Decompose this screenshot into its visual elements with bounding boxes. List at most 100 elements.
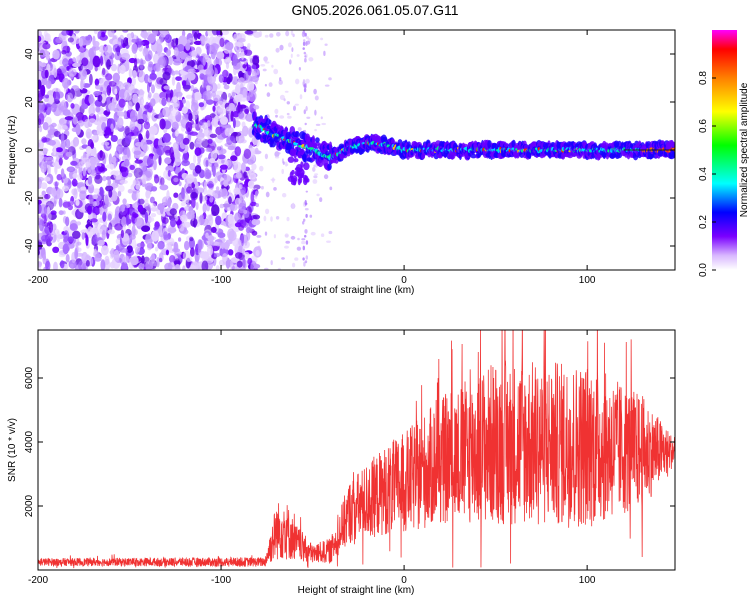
spectrogram-cell: [166, 49, 171, 57]
snr-plot: -200 -100 0 100 2000 4000 6000 Height of strai…: [7, 329, 676, 596]
snr-xtick-label: -100: [211, 575, 231, 586]
spectrogram-cell: [52, 49, 60, 60]
spectrogram-cell: [300, 161, 304, 169]
spectrogram-cell: [215, 215, 222, 226]
spectrogram-cell: [231, 91, 236, 97]
spectrogram-cell: [68, 68, 77, 77]
spectrogram-cell: [296, 54, 300, 57]
spectrogram-cell: [107, 179, 112, 186]
spectrogram-cell: [164, 262, 173, 270]
spectrogram-cell: [113, 170, 122, 180]
spectrogram-cell: [238, 111, 245, 119]
spectrogram-cell: [39, 204, 48, 216]
spectrogram-cell: [319, 197, 323, 203]
spectrogram-cell: [187, 72, 196, 81]
spectrogram-cell: [165, 249, 169, 256]
spectrogram-cell: [208, 214, 214, 227]
spectrogram-cell: [258, 31, 263, 37]
spectrogram-cell: [187, 68, 196, 74]
spectrogram-cell: [243, 71, 249, 81]
spectrogram-cell: [129, 119, 136, 131]
spectrogram-cell: [39, 147, 49, 153]
spectrogram-cell: [135, 142, 144, 147]
spectrogram-cell: [235, 94, 244, 99]
spectrogram-cell: [320, 116, 323, 120]
spectrogram-cell: [40, 62, 47, 67]
spectrogram-cell: [151, 230, 160, 242]
spectrogram-cell: [212, 252, 221, 258]
colorbar-tick-label: 0.4: [698, 167, 709, 181]
spectrogram-cell: [59, 260, 65, 269]
spectrogram-cell: [170, 107, 179, 116]
spectrogram-cell: [189, 162, 196, 171]
spectrogram-cell: [193, 154, 197, 165]
spectrogram-cell: [264, 267, 269, 270]
spectrogram-cell: [53, 145, 57, 156]
spectrogram-cell: [119, 248, 128, 253]
spectrogram-cell: [38, 199, 42, 205]
spectrogram-cell: [284, 161, 288, 167]
spectrogram-cell: [136, 89, 145, 96]
spectrogram-cell: [233, 96, 243, 104]
spectrogram-cell: [470, 153, 477, 159]
spectrogram-cell: [45, 260, 51, 270]
spectrogram-cell: [282, 193, 287, 198]
spectrogram-cell: [320, 233, 325, 237]
spectrogram-cell: [45, 50, 50, 60]
spectrogram-cell: [238, 209, 247, 214]
spectrogram-cell: [292, 262, 296, 268]
spectrogram-cell: [149, 73, 157, 80]
spectrogram-cell: [294, 257, 299, 261]
spectrogram-cell: [38, 219, 45, 232]
spectrogram-cell: [77, 211, 81, 218]
spectrogram-cell: [194, 165, 202, 174]
spectrogram-cell: [254, 190, 259, 197]
spectrogram-cell: [292, 202, 295, 209]
spectrogram-cell: [69, 170, 74, 180]
snr-ytick-label: 6000: [24, 366, 35, 389]
spectrogram-cell: [235, 84, 241, 95]
spectrogram-cell: [92, 201, 97, 207]
spectrogram-cell: [173, 192, 179, 198]
spectrogram-cell: [218, 259, 225, 267]
spectrogram-cell: [159, 33, 164, 44]
spectrogram-cell: [159, 91, 168, 99]
spectrogram-cell: [141, 162, 147, 172]
spectrogram-cell: [94, 174, 103, 184]
spectrogram-cell: [59, 124, 68, 130]
spectrogram-cell: [64, 138, 71, 149]
spectrogram-cell: [116, 117, 124, 129]
spectrogram-cell: [312, 166, 316, 172]
spectrogram-cell: [213, 58, 223, 67]
spectrogram-cell: [214, 176, 218, 184]
spectrogram-cell: [302, 30, 306, 35]
spectrogram-cell: [275, 152, 281, 155]
spectrogram-cell: [303, 261, 306, 267]
spectrogram-cell: [273, 187, 277, 191]
spectrogram-cell: [74, 247, 78, 260]
spectrogram-cell: [264, 34, 269, 38]
spectrogram-cell: [136, 242, 146, 248]
spectrogram-cell: [78, 161, 84, 169]
spectrogram-cell: [305, 255, 308, 260]
spectrogram-cell: [101, 122, 107, 131]
spectrogram-cell: [104, 127, 112, 136]
spectrogram-cell: [245, 227, 251, 234]
spectrogram-cell: [230, 110, 234, 122]
spectrogram-cell: [159, 257, 163, 263]
spectrogram-cell: [48, 139, 56, 146]
spectrogram-cell: [193, 91, 202, 101]
spectrogram-cell: [225, 41, 234, 51]
spectrogram-cell: [150, 98, 156, 107]
spectrogram-cell: [58, 197, 63, 208]
spectrogram-cell: [282, 161, 285, 165]
spectrogram-cell: [256, 235, 262, 238]
spectrogram-cell: [303, 218, 306, 222]
spectrogram-cell: [62, 185, 69, 192]
spectrogram-cell: [145, 44, 149, 49]
spectrogram-cell: [93, 233, 97, 243]
spectrogram-cell: [159, 118, 166, 130]
spectrogram-cell: [70, 103, 75, 109]
snr-xlabel: Height of straight line (km): [298, 585, 415, 596]
spectrogram-cell: [406, 144, 412, 149]
